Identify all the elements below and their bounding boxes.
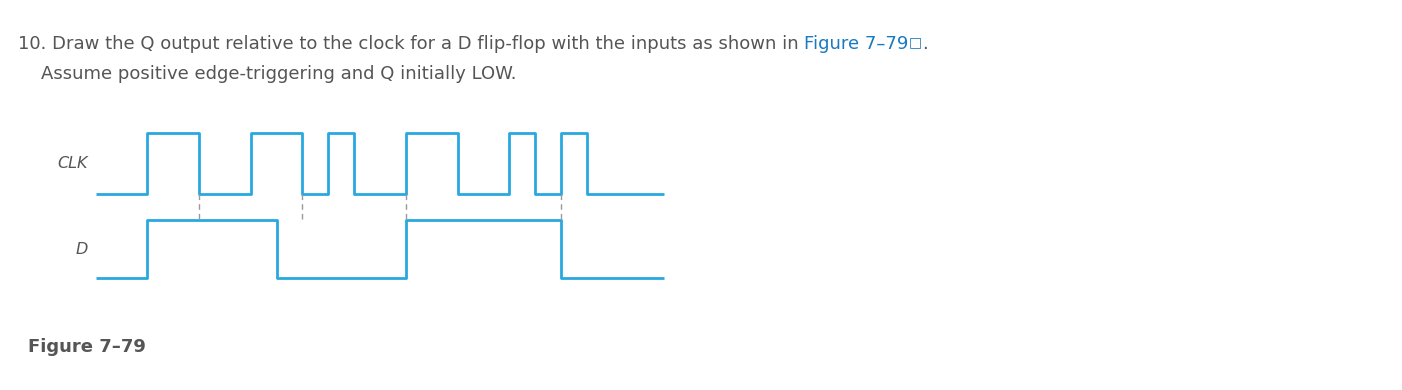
Text: Figure 7–79: Figure 7–79 [805,35,908,53]
Text: □: □ [908,35,923,49]
Text: D: D [76,242,88,257]
Text: 10. Draw the Q output relative to the clock for a D flip-flop with the inputs as: 10. Draw the Q output relative to the cl… [18,35,805,53]
Text: CLK: CLK [57,156,88,171]
Text: Assume positive edge-triggering and Q initially LOW.: Assume positive edge-triggering and Q in… [18,65,516,83]
Text: Figure 7–79: Figure 7–79 [28,338,146,356]
Text: .: . [923,35,928,53]
